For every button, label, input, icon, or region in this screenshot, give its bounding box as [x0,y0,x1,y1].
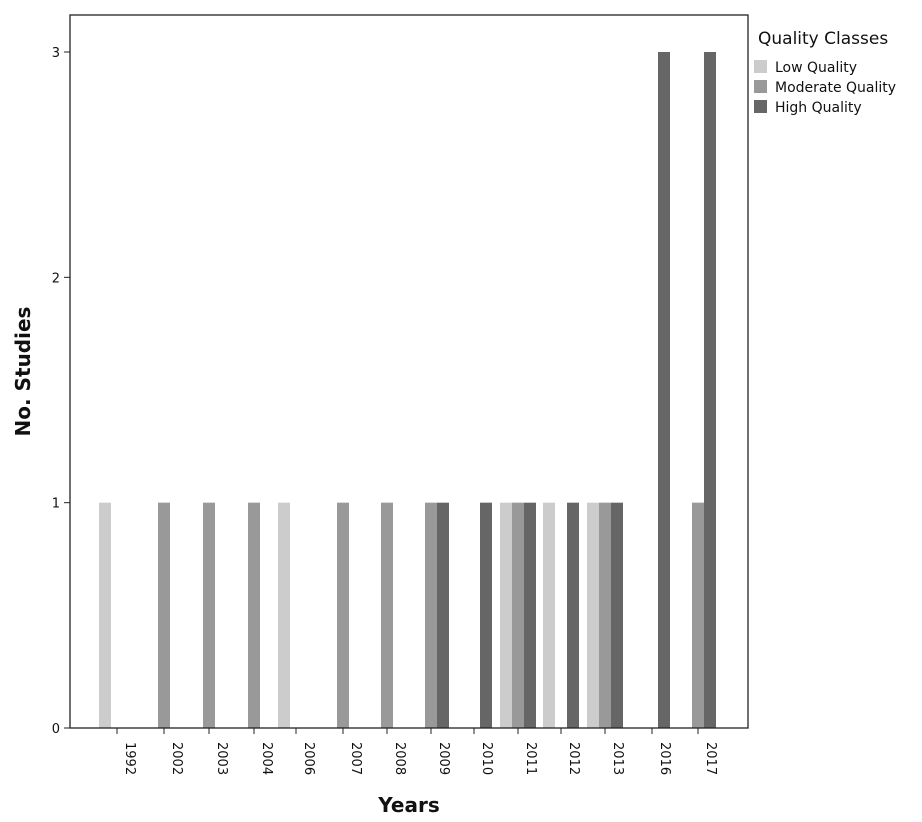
y-tick-label: 1 [52,497,60,512]
y-tick-label: 0 [52,722,60,737]
legend-swatch [754,100,767,113]
legend-label: Low Quality [775,60,857,76]
legend-swatch [754,60,767,73]
x-tick-label: 2017 [703,742,718,775]
bar-moderate-quality-2007 [337,502,349,728]
legend: Quality Classes Low Quality Moderate Qual… [754,29,896,116]
bar-moderate-quality-2009 [425,502,437,728]
y-tick-label: 3 [52,46,60,61]
legend-swatch [754,80,767,93]
bar-low-quality-2006 [278,502,290,728]
bar-high-quality-2011 [524,502,536,728]
bar-moderate-quality-2002 [158,502,170,728]
bar-high-quality-2009 [437,502,449,728]
y-axis: 0 1 2 3 [52,46,70,737]
bar-moderate-quality-2003 [203,502,215,728]
x-tick-label: 2003 [214,742,229,775]
bar-moderate-quality-2017 [692,502,704,728]
bars-layer [99,52,716,728]
x-tick-label: 2010 [479,742,494,775]
x-tick-label: 2011 [523,742,538,775]
x-axis-title: Years [377,793,439,817]
bar-high-quality-2017 [704,52,716,728]
bar-moderate-quality-2004 [248,502,260,728]
x-tick-label: 2009 [436,742,451,775]
bar-moderate-quality-2011 [512,502,524,728]
x-tick-label: 2007 [348,742,363,775]
bar-low-quality-2013 [587,502,599,728]
x-tick-label: 2016 [657,742,672,775]
y-axis-title: No. Studies [11,307,35,437]
bar-high-quality-2010 [480,502,492,728]
bar-moderate-quality-2008 [381,502,393,728]
bar-high-quality-2013 [611,502,623,728]
legend-label: Moderate Quality [775,80,896,96]
x-tick-label: 2006 [301,742,316,775]
bar-low-quality-1992 [99,502,111,728]
x-tick-label: 1992 [122,742,137,775]
bar-low-quality-2011 [500,502,512,728]
plot-frame [69,14,749,729]
bar-high-quality-2016 [658,52,670,728]
bar-high-quality-2012 [567,502,579,728]
x-tick-label: 2008 [392,742,407,775]
x-tick-label: 2004 [259,742,274,775]
x-tick-label: 2012 [566,742,581,775]
bar-low-quality-2012 [543,502,555,728]
y-tick-label: 2 [52,271,60,286]
legend-label: High Quality [775,100,862,116]
legend-title: Quality Classes [758,29,888,49]
x-tick-label: 2013 [610,742,625,775]
x-axis: 1992 2002 2003 2004 2006 2007 2008 2009 2010 2011… [116,728,718,775]
bar-moderate-quality-2013 [599,502,611,728]
x-tick-label: 2002 [169,742,184,775]
